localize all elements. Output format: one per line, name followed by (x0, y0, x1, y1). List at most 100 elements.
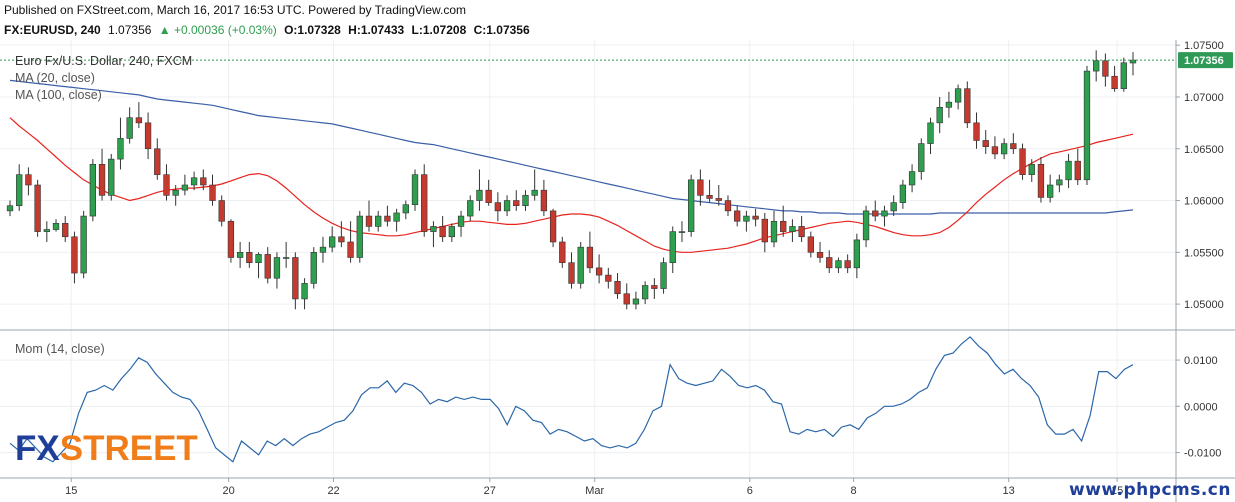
candle-up (411, 174, 419, 205)
high-label: H:1.07433 (348, 23, 405, 37)
watermark: www.phpcms.cn (1069, 480, 1231, 500)
price-tick-label: 1.06500 (1184, 144, 1224, 156)
symbol-label: FX:EURUSD, 240 (4, 23, 101, 37)
candle-up (172, 189, 179, 196)
candle-up (273, 257, 281, 279)
candle-down (439, 226, 446, 238)
candle-down (25, 174, 32, 186)
candle-down (485, 189, 492, 203)
candle-up (522, 195, 529, 207)
ma100-line (9, 79, 1134, 215)
ma20-path (9, 117, 1134, 253)
candle-up (402, 204, 409, 214)
candle-up (126, 117, 133, 139)
candle-down (264, 254, 271, 279)
candle-down (227, 220, 235, 258)
last-price-label: 1.07356 (108, 23, 152, 37)
candle-down (71, 236, 78, 274)
candle-down (1102, 60, 1109, 77)
candle-up (1083, 70, 1091, 181)
candle-down (1074, 160, 1081, 181)
candle-down (62, 223, 69, 238)
candle-up (632, 298, 640, 305)
candle-up (393, 212, 400, 222)
candle-down (144, 122, 152, 150)
candle-up (918, 143, 925, 172)
candle-up (890, 202, 897, 212)
last-price-badge-text: 1.07356 (1184, 55, 1224, 67)
candle-down (780, 220, 787, 232)
candle-up (881, 210, 888, 217)
candle-down (292, 257, 299, 300)
candle-down (595, 267, 603, 276)
quote-line: FX:EURUSD, 240 1.07356 ▲ +0.00036 (+0.03… (4, 23, 534, 37)
time-tick-label: 15 (1111, 485, 1123, 497)
candle-down (798, 226, 805, 238)
candle-up (52, 223, 60, 230)
time-tick-label: 6 (747, 485, 753, 497)
candle-up (789, 226, 796, 232)
candle-up (641, 285, 649, 300)
candle-up (669, 231, 676, 263)
candle-up (319, 246, 327, 253)
candles-group (6, 50, 1137, 310)
candle-down (1019, 148, 1026, 175)
time-tick-label: 20 (223, 485, 235, 497)
candle-down (605, 274, 612, 282)
candle-up (1000, 143, 1008, 155)
candle-up (743, 215, 750, 222)
candle-down (724, 200, 732, 212)
ma20-legend: MA (20, close) (15, 71, 95, 85)
candle-up (503, 200, 511, 212)
time-axis: 15 20 22 27 Mar 6 8 13 15 (65, 478, 1123, 497)
candle-down (384, 215, 391, 222)
candle-down (135, 117, 143, 124)
low-label: L:1.07208 (411, 23, 467, 37)
candle-up (1047, 184, 1054, 198)
candle-up (190, 177, 198, 186)
mom-legend: Mom (14, close) (15, 342, 105, 356)
candle-up (577, 246, 584, 284)
candle-down (1111, 75, 1118, 89)
candle-up (531, 189, 538, 196)
candle-up (688, 179, 695, 232)
candle-up (430, 226, 437, 232)
candle-down (559, 241, 566, 263)
chart-title: Euro Fx/U.S. Dollar, 240, FXCM (15, 54, 192, 68)
candle-up (457, 215, 465, 227)
chart-svg[interactable]: 1.07500 1.07000 1.06500 1.06000 1.05500 1.050… (0, 40, 1235, 502)
candle-up (310, 252, 317, 284)
candle-down (973, 122, 980, 141)
candle-down (1037, 163, 1045, 198)
candle-up (16, 174, 23, 207)
ma100-legend: MA (100, close) (15, 88, 102, 102)
candle-down (734, 210, 741, 222)
open-label: O:1.07328 (284, 23, 341, 37)
logo-street: STREET (60, 429, 198, 468)
candle-down (1010, 143, 1017, 150)
candle-up (236, 252, 244, 258)
price-tick-label: 1.07000 (1184, 92, 1224, 104)
candle-down (752, 215, 759, 220)
candle-up (770, 220, 778, 243)
candle-down (218, 200, 225, 222)
time-tick-label: 22 (327, 485, 339, 497)
candle-down (706, 195, 713, 199)
ma20-line (9, 117, 1134, 253)
candle-down (872, 210, 879, 217)
price-tick-label: 1.06000 (1184, 196, 1224, 208)
candle-up (89, 163, 96, 217)
fxstreet-logo: FXSTREET (15, 429, 198, 468)
candle-up (282, 257, 290, 259)
candle-up (476, 189, 483, 201)
candle-down (568, 262, 575, 284)
candle-up (255, 254, 262, 263)
candle-down (365, 215, 373, 227)
candle-down (338, 236, 345, 243)
time-tick-label: Mar (585, 485, 604, 497)
candle-up (660, 262, 667, 289)
candle-up (1093, 60, 1100, 72)
candle-down (761, 218, 768, 243)
candle-down (586, 246, 594, 269)
candle-up (329, 236, 336, 248)
